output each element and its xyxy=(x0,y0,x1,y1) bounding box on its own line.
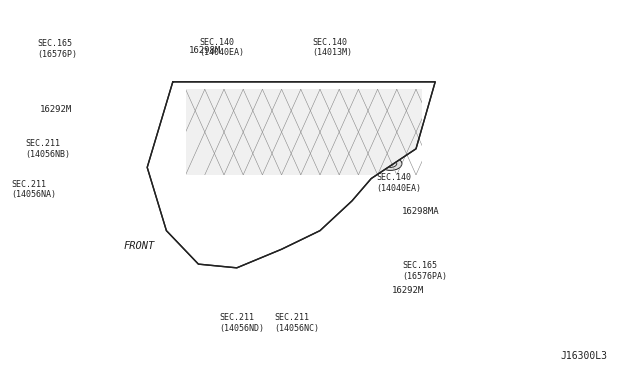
Text: SEC.140
(14040EA): SEC.140 (14040EA) xyxy=(200,38,244,57)
Circle shape xyxy=(136,120,147,126)
Circle shape xyxy=(356,297,367,304)
Ellipse shape xyxy=(156,86,191,123)
Text: SEC.140
(14013M): SEC.140 (14013M) xyxy=(312,38,352,57)
Circle shape xyxy=(193,157,216,170)
Polygon shape xyxy=(147,82,435,268)
Text: FRONT: FRONT xyxy=(124,241,155,251)
Circle shape xyxy=(287,304,300,311)
Circle shape xyxy=(77,82,88,89)
Circle shape xyxy=(324,304,337,311)
Circle shape xyxy=(77,120,88,126)
Text: 16292M: 16292M xyxy=(392,286,424,295)
Ellipse shape xyxy=(312,214,379,237)
Circle shape xyxy=(136,82,147,89)
Circle shape xyxy=(360,304,372,311)
Text: 16298MA: 16298MA xyxy=(402,207,440,216)
Ellipse shape xyxy=(67,75,157,133)
Text: SEC.211
(14056NA): SEC.211 (14056NA) xyxy=(12,180,56,199)
Circle shape xyxy=(28,102,40,110)
Ellipse shape xyxy=(292,246,387,305)
Circle shape xyxy=(294,286,306,293)
Text: SEC.140
(14040EA): SEC.140 (14040EA) xyxy=(376,173,421,193)
Circle shape xyxy=(283,127,306,141)
Circle shape xyxy=(379,157,402,170)
Text: J16300L3: J16300L3 xyxy=(560,352,607,361)
Text: SEC.211
(14056NC): SEC.211 (14056NC) xyxy=(274,313,319,333)
Polygon shape xyxy=(0,0,640,89)
Polygon shape xyxy=(0,175,640,372)
Text: 16298M: 16298M xyxy=(189,46,221,55)
Text: SEC.165
(16576PA): SEC.165 (16576PA) xyxy=(402,261,447,280)
Polygon shape xyxy=(422,0,640,372)
Circle shape xyxy=(372,257,384,264)
Text: SEC.165
(16576P): SEC.165 (16576P) xyxy=(37,39,77,59)
Circle shape xyxy=(193,90,216,103)
Polygon shape xyxy=(0,0,186,372)
Circle shape xyxy=(379,90,402,103)
Text: SEC.211
(14056ND): SEC.211 (14056ND) xyxy=(219,313,264,333)
Circle shape xyxy=(283,79,306,92)
Text: SEC.211
(14056NB): SEC.211 (14056NB) xyxy=(26,139,70,158)
Text: 16292M: 16292M xyxy=(40,105,72,114)
Circle shape xyxy=(311,247,323,254)
